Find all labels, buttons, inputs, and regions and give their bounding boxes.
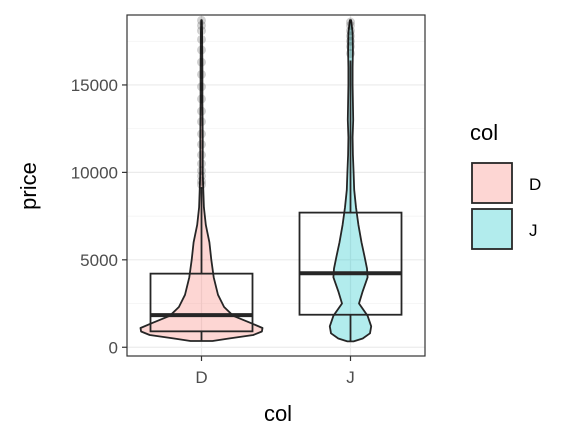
legend-label-d: D xyxy=(529,175,541,194)
legend-title: col xyxy=(470,120,498,145)
outlier-point xyxy=(197,180,206,190)
outlier-point xyxy=(197,117,206,127)
outlier-point xyxy=(346,48,355,58)
y-tick-label: 0 xyxy=(109,338,118,357)
outlier-point xyxy=(346,41,355,51)
outlier-point xyxy=(197,171,206,181)
outlier-point xyxy=(197,139,206,149)
legend: col D J xyxy=(470,120,541,250)
legend-key-j xyxy=(471,208,513,250)
outlier-point xyxy=(197,159,206,169)
outlier-point xyxy=(197,26,206,36)
y-tick-label: 10000 xyxy=(71,163,118,182)
y-axis-title: price xyxy=(16,162,41,210)
outlier-point xyxy=(197,34,206,44)
outlier-point xyxy=(197,82,206,92)
series-j xyxy=(298,17,403,343)
legend-label-j: J xyxy=(529,221,538,240)
outlier-point xyxy=(346,26,355,36)
outlier-point xyxy=(197,129,206,139)
outlier-point xyxy=(197,166,206,176)
y-tick-label: 5000 xyxy=(80,251,118,270)
outlier-point xyxy=(346,36,355,46)
outlier-point xyxy=(197,69,206,79)
outlier-point xyxy=(346,20,355,30)
legend-key-bg xyxy=(471,162,513,204)
box-j xyxy=(298,211,403,316)
outlier-point xyxy=(346,17,355,27)
outlier-point xyxy=(197,94,206,104)
outlier-point xyxy=(197,106,206,116)
outlier-point xyxy=(197,57,206,67)
outlier-point xyxy=(197,150,206,160)
panel-border xyxy=(126,14,426,357)
outlier-point xyxy=(197,20,206,30)
legend-key-d xyxy=(471,162,513,204)
series-d xyxy=(139,15,264,342)
outlier-point xyxy=(197,45,206,55)
outlier-point xyxy=(346,31,355,41)
x-tick-label: D xyxy=(195,368,207,387)
y-axis: 0 5000 10000 15000 xyxy=(71,76,127,357)
y-tick-label: 15000 xyxy=(71,76,118,95)
legend-key-bg xyxy=(471,208,513,250)
x-axis-title: col xyxy=(264,401,292,426)
x-tick-label: J xyxy=(346,368,355,387)
outlier-point xyxy=(197,176,206,186)
box-d xyxy=(149,272,254,333)
outlier-point xyxy=(197,15,206,25)
plot-panel xyxy=(126,14,426,357)
